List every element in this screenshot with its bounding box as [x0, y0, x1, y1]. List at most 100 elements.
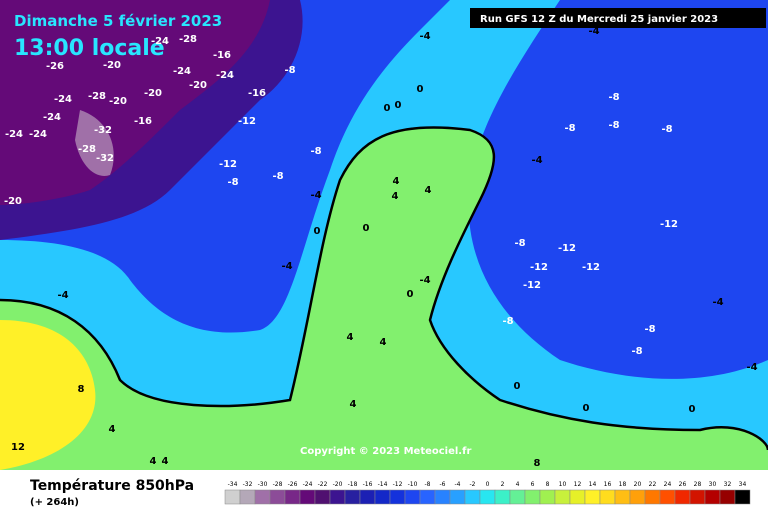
- isotherm-label: -8: [631, 346, 642, 357]
- isotherm-line: [0, 126, 768, 451]
- coldest-area: [75, 110, 114, 176]
- scale-label: -22: [318, 481, 328, 488]
- isotherm-label: -12: [523, 280, 541, 291]
- isotherm-label: -20: [189, 80, 207, 91]
- scale-swatch: [449, 489, 466, 505]
- isotherm-label: -4: [281, 261, 292, 272]
- isotherm-label: 4: [392, 191, 399, 202]
- scale-label: -20: [333, 481, 343, 488]
- isotherm-label: 0: [395, 100, 402, 111]
- scale-swatch: [539, 489, 556, 505]
- footer-lead: (+ 264h): [30, 497, 79, 508]
- isotherm-label: -24: [216, 70, 234, 81]
- isotherm-label: 4: [150, 456, 157, 467]
- isotherm-label: -26: [46, 61, 64, 72]
- scale-label: -10: [408, 481, 418, 488]
- scale-swatch: [674, 489, 691, 505]
- scale-swatch: [614, 489, 631, 505]
- very-cold-area: [0, 0, 270, 205]
- isotherm-label: -4: [712, 297, 723, 308]
- scale-label: 8: [546, 481, 550, 488]
- isotherm-label: -8: [644, 324, 655, 335]
- run-label: Run GFS 12 Z du Mercredi 25 janvier 2023: [480, 14, 718, 25]
- isotherm-label: -8: [284, 65, 295, 76]
- scale-swatch: [359, 489, 376, 505]
- isotherm-label: -4: [310, 190, 321, 201]
- scale-label: 16: [604, 481, 612, 488]
- isotherm-label: 4: [393, 176, 400, 187]
- scale-swatch: [494, 489, 511, 505]
- footer-title: Température 850hPa: [30, 478, 194, 494]
- isotherm-label: -8: [608, 120, 619, 131]
- run-box: [470, 8, 766, 28]
- scale-swatch: [704, 489, 721, 505]
- scale-label: -18: [348, 481, 358, 488]
- scale-swatch: [404, 489, 421, 505]
- isotherm-label: 4: [380, 337, 387, 348]
- isotherm-label: -20: [103, 60, 121, 71]
- isotherm-label: -28: [179, 34, 197, 45]
- isotherm-label: 0: [363, 223, 370, 234]
- isotherm-label: 12: [11, 442, 25, 453]
- isotherm-label: -12: [238, 116, 256, 127]
- isotherm-label: -8: [564, 123, 575, 134]
- scale-label: 28: [694, 481, 702, 488]
- time-label: 13:00 locale: [14, 36, 165, 61]
- isotherm-label: -12: [582, 262, 600, 273]
- scale-swatch: [344, 489, 361, 505]
- scale-swatch: [719, 489, 736, 505]
- scale-label: 24: [664, 481, 672, 488]
- isotherm-label: -8: [272, 171, 283, 182]
- scale-swatch: [644, 489, 661, 505]
- scale-swatch: [374, 489, 391, 505]
- scale-swatch: [329, 489, 346, 505]
- scale-swatch: [524, 489, 541, 505]
- isotherm-label: -8: [514, 238, 525, 249]
- isotherm-label: 4: [162, 456, 169, 467]
- isotherm-label: -4: [419, 275, 430, 286]
- scale-label: 6: [531, 481, 535, 488]
- isotherm-label: 0: [417, 84, 424, 95]
- isotherm-label: 4: [350, 399, 357, 410]
- scale-swatch: [239, 489, 256, 505]
- scale-label: -4: [455, 481, 461, 488]
- scale-swatch: [299, 489, 316, 505]
- scale-label: 22: [649, 481, 657, 488]
- hot-area: [0, 320, 96, 470]
- isotherm-label: 8: [534, 458, 541, 469]
- scale-label: 10: [559, 481, 567, 488]
- scale-label: 12: [574, 481, 582, 488]
- scale-swatch: [254, 489, 271, 505]
- isotherm-label: -16: [213, 50, 231, 61]
- isotherm-label: -8: [608, 92, 619, 103]
- isotherm-label: 0: [689, 404, 696, 415]
- isotherm-label: -8: [227, 177, 238, 188]
- isotherm-label: -24: [29, 129, 47, 140]
- isotherm-label: -4: [746, 362, 757, 373]
- isotherm-label: -8: [661, 124, 672, 135]
- scale-label: 18: [619, 481, 627, 488]
- scale-label: -12: [393, 481, 403, 488]
- scale-label: 4: [516, 481, 520, 488]
- scale-label: -8: [425, 481, 431, 488]
- scale-label: -16: [363, 481, 373, 488]
- isotherm-label: -24: [54, 94, 72, 105]
- isotherm-label: -16: [134, 116, 152, 127]
- scale-swatch: [689, 489, 706, 505]
- isotherm-label: -12: [660, 219, 678, 230]
- scale-label: -2: [470, 481, 476, 488]
- scale-label: 2: [501, 481, 505, 488]
- isotherm-label: -20: [109, 96, 127, 107]
- isotherm-label: 0: [583, 403, 590, 414]
- isotherm-label: -20: [4, 196, 22, 207]
- isotherm-label: -24: [43, 112, 61, 123]
- scale-label: -6: [440, 481, 446, 488]
- isotherm-label: -24: [151, 36, 169, 47]
- isotherm-label: -20: [144, 88, 162, 99]
- scale-label: -24: [303, 481, 313, 488]
- isotherm-label: -12: [530, 262, 548, 273]
- date-label: Dimanche 5 février 2023: [14, 12, 222, 30]
- isotherm-label: 0: [407, 289, 414, 300]
